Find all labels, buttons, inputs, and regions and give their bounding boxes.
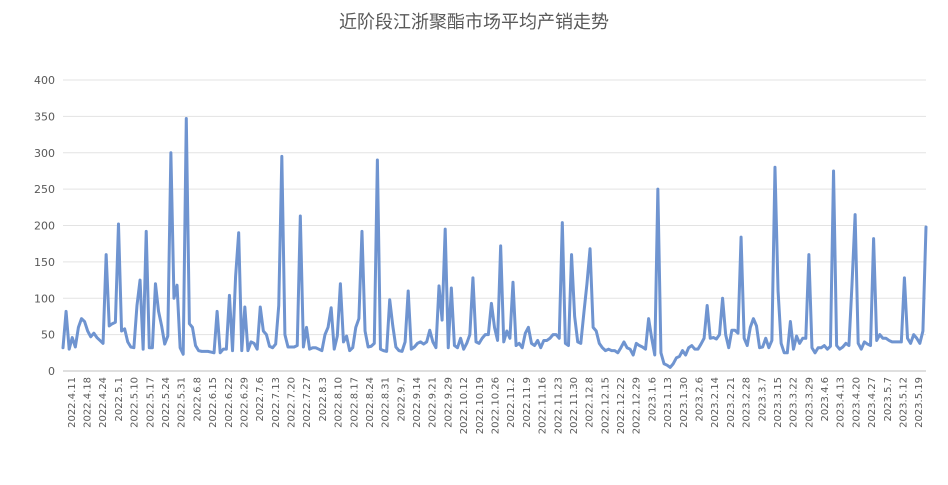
x-tick-label: 2022.5.24 xyxy=(161,377,172,428)
x-tick-label: 2023.4.6 xyxy=(820,377,831,422)
y-axis-tick-labels: 0 50 100 150 200 250 300 350 400 xyxy=(34,74,55,378)
x-tick-label: 2022.10.12 xyxy=(459,377,470,434)
x-tick-label: 2023.3.29 xyxy=(804,377,815,428)
y-tick-label: 50 xyxy=(41,329,55,342)
x-tick-label: 2023.2.14 xyxy=(710,377,721,428)
x-tick-label: 2022.9.7 xyxy=(396,377,407,422)
x-tick-label: 2022.7.13 xyxy=(271,377,282,428)
x-tick-label: 2022.12.22 xyxy=(616,377,627,434)
y-tick-label: 100 xyxy=(34,292,55,305)
x-tick-label: 2022.6.15 xyxy=(208,377,219,428)
x-tick-label: 2023.3.15 xyxy=(773,377,784,428)
x-tick-label: 2022.6.8 xyxy=(192,377,203,422)
x-tick-label: 2022.10.19 xyxy=(475,377,486,434)
y-tick-label: 200 xyxy=(34,220,55,233)
y-tick-label: 150 xyxy=(34,256,55,269)
x-tick-label: 2022.7.20 xyxy=(287,377,298,428)
x-tick-label: 2023.2.28 xyxy=(742,377,753,428)
x-tick-label: 2022.8.17 xyxy=(349,377,360,428)
x-tick-label: 2022.4.11 xyxy=(67,377,78,428)
x-tick-label: 2022.11.16 xyxy=(538,377,549,434)
x-tick-label: 2022.8.10 xyxy=(334,377,345,428)
x-tick-label: 2023.5.7 xyxy=(883,377,894,422)
x-tick-label: 2023.4.20 xyxy=(851,377,862,428)
x-tick-label: 2022.4.18 xyxy=(83,377,94,428)
x-tick-label: 2022.8.3 xyxy=(318,377,329,422)
x-tick-label: 2023.5.12 xyxy=(898,377,909,428)
x-tick-label: 2022.11.23 xyxy=(553,377,564,434)
x-tick-label: 2023.5.19 xyxy=(914,377,925,428)
x-tick-label: 2023.2.6 xyxy=(694,377,705,422)
x-tick-label: 2022.7.27 xyxy=(302,377,313,428)
x-axis-tick-labels: 2022.4.11 2022.4.18 2022.4.24 2022.5.1 2022.… xyxy=(67,377,925,434)
x-tick-label: 2022.9.21 xyxy=(428,377,439,428)
x-tick-label: 2022.5.17 xyxy=(145,377,156,428)
y-tick-label: 0 xyxy=(48,365,55,378)
x-tick-label: 2022.5.1 xyxy=(114,377,125,422)
y-tick-label: 300 xyxy=(34,147,55,160)
series-layer xyxy=(61,117,928,369)
x-tick-label: 2022.12.29 xyxy=(632,377,643,434)
x-tick-label: 2022.11.9 xyxy=(522,377,533,428)
y-tick-label: 250 xyxy=(34,183,55,196)
x-tick-label: 2023.4.27 xyxy=(867,377,878,428)
x-tick-label: 2022.10.26 xyxy=(491,377,502,434)
x-tick-label: 2022.9.29 xyxy=(443,377,454,428)
x-tick-label: 2022.6.22 xyxy=(224,377,235,428)
x-tick-label: 2023.3.7 xyxy=(757,377,768,422)
x-tick-label: 2022.9.14 xyxy=(412,377,423,428)
x-tick-label: 2022.12.15 xyxy=(600,377,611,434)
x-tick-label: 2023.2.21 xyxy=(726,377,737,428)
x-tick-label: 2022.8.24 xyxy=(365,377,376,428)
x-tick-label: 2023.3.22 xyxy=(789,377,800,428)
x-tick-label: 2022.11.30 xyxy=(569,377,580,434)
x-tick-label: 2022.12.8 xyxy=(585,377,596,428)
grid-lines xyxy=(63,79,926,336)
chart-title: 近阶段江浙聚酯市场平均产销走势 xyxy=(339,12,609,33)
x-tick-label: 2023.1.30 xyxy=(679,377,690,428)
x-tick-label: 2023.1.6 xyxy=(647,377,658,422)
y-tick-label: 400 xyxy=(34,74,55,87)
x-tick-label: 2022.5.10 xyxy=(130,377,141,428)
x-tick-label: 2022.7.6 xyxy=(255,377,266,422)
x-tick-label: 2022.6.29 xyxy=(239,377,250,428)
x-tick-label: 2022.8.31 xyxy=(381,377,392,428)
x-tick-label: 2023.4.13 xyxy=(836,377,847,428)
x-tick-label: 2022.4.24 xyxy=(98,377,109,428)
y-tick-label: 350 xyxy=(34,110,55,123)
x-tick-label: 2022.11.2 xyxy=(506,377,517,428)
x-tick-label: 2022.5.31 xyxy=(177,377,188,428)
series-line xyxy=(61,117,928,369)
x-tick-label: 2023.1.13 xyxy=(663,377,674,428)
